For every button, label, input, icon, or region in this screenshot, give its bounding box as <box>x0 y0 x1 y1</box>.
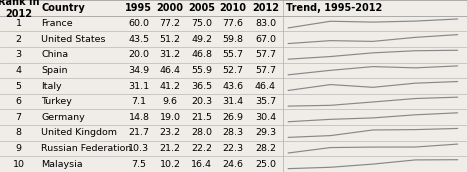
Text: 83.0: 83.0 <box>255 19 276 28</box>
Text: 6: 6 <box>16 97 21 106</box>
Text: United Kingdom: United Kingdom <box>41 128 117 137</box>
Text: 46.4: 46.4 <box>160 66 180 75</box>
Text: 20.0: 20.0 <box>128 50 149 59</box>
Text: 16.4: 16.4 <box>191 160 212 169</box>
Text: Country: Country <box>41 3 85 13</box>
Text: 75.0: 75.0 <box>191 19 212 28</box>
Text: 1: 1 <box>16 19 21 28</box>
Text: 41.2: 41.2 <box>160 82 180 90</box>
Text: 7: 7 <box>16 113 21 122</box>
Text: 22.2: 22.2 <box>191 144 212 153</box>
Text: 57.7: 57.7 <box>255 50 276 59</box>
Text: 52.7: 52.7 <box>223 66 243 75</box>
Text: 26.9: 26.9 <box>223 113 243 122</box>
Text: 9: 9 <box>16 144 21 153</box>
Text: 8: 8 <box>16 128 21 137</box>
Text: 35.7: 35.7 <box>255 97 276 106</box>
Text: 21.5: 21.5 <box>191 113 212 122</box>
Text: 14.8: 14.8 <box>128 113 149 122</box>
Text: United States: United States <box>41 35 106 44</box>
Text: 2: 2 <box>16 35 21 44</box>
Text: 77.2: 77.2 <box>160 19 180 28</box>
Text: 30.4: 30.4 <box>255 113 276 122</box>
Text: 31.2: 31.2 <box>159 50 181 59</box>
Text: 28.3: 28.3 <box>222 128 244 137</box>
Text: 7.1: 7.1 <box>131 97 147 106</box>
Text: 51.2: 51.2 <box>160 35 180 44</box>
Text: 3: 3 <box>15 50 22 59</box>
Text: 23.2: 23.2 <box>159 128 181 137</box>
Text: 25.0: 25.0 <box>255 160 276 169</box>
Text: 2005: 2005 <box>188 3 215 13</box>
Text: Spain: Spain <box>41 66 68 75</box>
Text: 34.9: 34.9 <box>128 66 149 75</box>
Text: 46.8: 46.8 <box>191 50 212 59</box>
Text: Rank in
2012: Rank in 2012 <box>0 0 39 19</box>
Text: 28.2: 28.2 <box>255 144 276 153</box>
Text: Italy: Italy <box>41 82 62 90</box>
Text: 19.0: 19.0 <box>160 113 180 122</box>
Text: 77.6: 77.6 <box>223 19 243 28</box>
Text: 5: 5 <box>16 82 21 90</box>
Text: 31.4: 31.4 <box>222 97 244 106</box>
Text: Malaysia: Malaysia <box>41 160 83 169</box>
Text: 20.3: 20.3 <box>191 97 212 106</box>
Text: 7.5: 7.5 <box>131 160 147 169</box>
Text: 43.5: 43.5 <box>128 35 149 44</box>
Text: 2000: 2000 <box>156 3 184 13</box>
Text: 21.2: 21.2 <box>160 144 180 153</box>
Text: 10.2: 10.2 <box>160 160 180 169</box>
Text: 24.6: 24.6 <box>223 160 243 169</box>
Text: 49.2: 49.2 <box>191 35 212 44</box>
Text: China: China <box>41 50 68 59</box>
Text: 46.4: 46.4 <box>255 82 276 90</box>
Text: 22.3: 22.3 <box>222 144 244 153</box>
Text: 21.7: 21.7 <box>128 128 149 137</box>
Text: 1995: 1995 <box>126 3 152 13</box>
Text: 4: 4 <box>16 66 21 75</box>
Text: 10.3: 10.3 <box>128 144 149 153</box>
Text: 55.7: 55.7 <box>223 50 243 59</box>
Text: 57.7: 57.7 <box>255 66 276 75</box>
Text: 67.0: 67.0 <box>255 35 276 44</box>
Text: 9.6: 9.6 <box>163 97 177 106</box>
Text: 43.6: 43.6 <box>222 82 244 90</box>
Text: Germany: Germany <box>41 113 85 122</box>
Text: 36.5: 36.5 <box>191 82 212 90</box>
Text: 10: 10 <box>13 160 25 169</box>
Text: Turkey: Turkey <box>41 97 72 106</box>
Text: 31.1: 31.1 <box>128 82 149 90</box>
Text: 59.8: 59.8 <box>223 35 243 44</box>
Text: 28.0: 28.0 <box>191 128 212 137</box>
Text: Trend, 1995-2012: Trend, 1995-2012 <box>286 3 382 13</box>
Text: Russian Federation: Russian Federation <box>41 144 132 153</box>
Text: France: France <box>41 19 73 28</box>
Text: 55.9: 55.9 <box>191 66 212 75</box>
Text: 2010: 2010 <box>219 3 247 13</box>
Text: 29.3: 29.3 <box>255 128 276 137</box>
Text: 2012: 2012 <box>252 3 279 13</box>
Text: 60.0: 60.0 <box>128 19 149 28</box>
